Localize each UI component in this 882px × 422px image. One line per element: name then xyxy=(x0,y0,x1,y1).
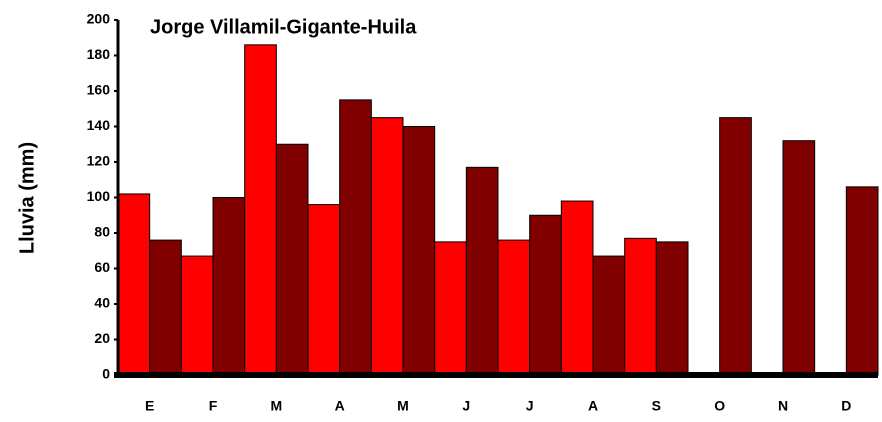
bar xyxy=(529,214,562,376)
y-tick-label: 140 xyxy=(87,117,111,133)
bar xyxy=(782,140,816,376)
x-tick-label: J xyxy=(462,398,470,414)
x-tick-label: F xyxy=(209,398,218,414)
y-tick-label: 40 xyxy=(94,295,110,311)
bar xyxy=(117,193,151,376)
bar xyxy=(275,143,309,376)
bar xyxy=(719,117,752,376)
y-tick-label: 180 xyxy=(87,46,111,62)
bar xyxy=(434,241,467,376)
y-tick-label: 200 xyxy=(87,11,111,27)
bar xyxy=(244,44,277,376)
bar xyxy=(592,255,626,376)
x-tick-label: O xyxy=(714,398,725,414)
x-tick-label: A xyxy=(588,398,598,414)
bar xyxy=(402,126,436,376)
y-tick-label: 20 xyxy=(94,330,110,346)
x-tick-label: S xyxy=(652,398,661,414)
bar xyxy=(307,204,341,376)
y-tick-label: 120 xyxy=(87,153,111,169)
x-tick-label: A xyxy=(335,398,345,414)
bar xyxy=(497,239,531,376)
x-tick-label: N xyxy=(778,398,788,414)
bar xyxy=(339,99,372,376)
x-tick-label: J xyxy=(526,398,534,414)
y-tick-label: 0 xyxy=(102,366,110,382)
bar xyxy=(180,255,214,376)
y-tick-label: 100 xyxy=(87,188,111,204)
y-tick-label: 60 xyxy=(94,259,110,275)
bar xyxy=(655,241,689,376)
bar xyxy=(465,166,499,376)
bar xyxy=(370,117,404,376)
x-tick-label: D xyxy=(841,398,851,414)
y-tick-label: 80 xyxy=(94,224,110,240)
y-axis-label: Lluvia (mm) xyxy=(16,142,38,254)
bar xyxy=(149,239,182,376)
bar xyxy=(212,197,246,376)
chart-title: Jorge Villamil-Gigante-Huila xyxy=(150,16,417,38)
x-tick-label: E xyxy=(145,398,154,414)
bar xyxy=(560,200,594,376)
y-tick-label: 160 xyxy=(87,82,111,98)
x-tick-label: M xyxy=(397,398,409,414)
bar xyxy=(624,237,657,376)
bar xyxy=(845,186,879,376)
x-tick-label: M xyxy=(270,398,282,414)
